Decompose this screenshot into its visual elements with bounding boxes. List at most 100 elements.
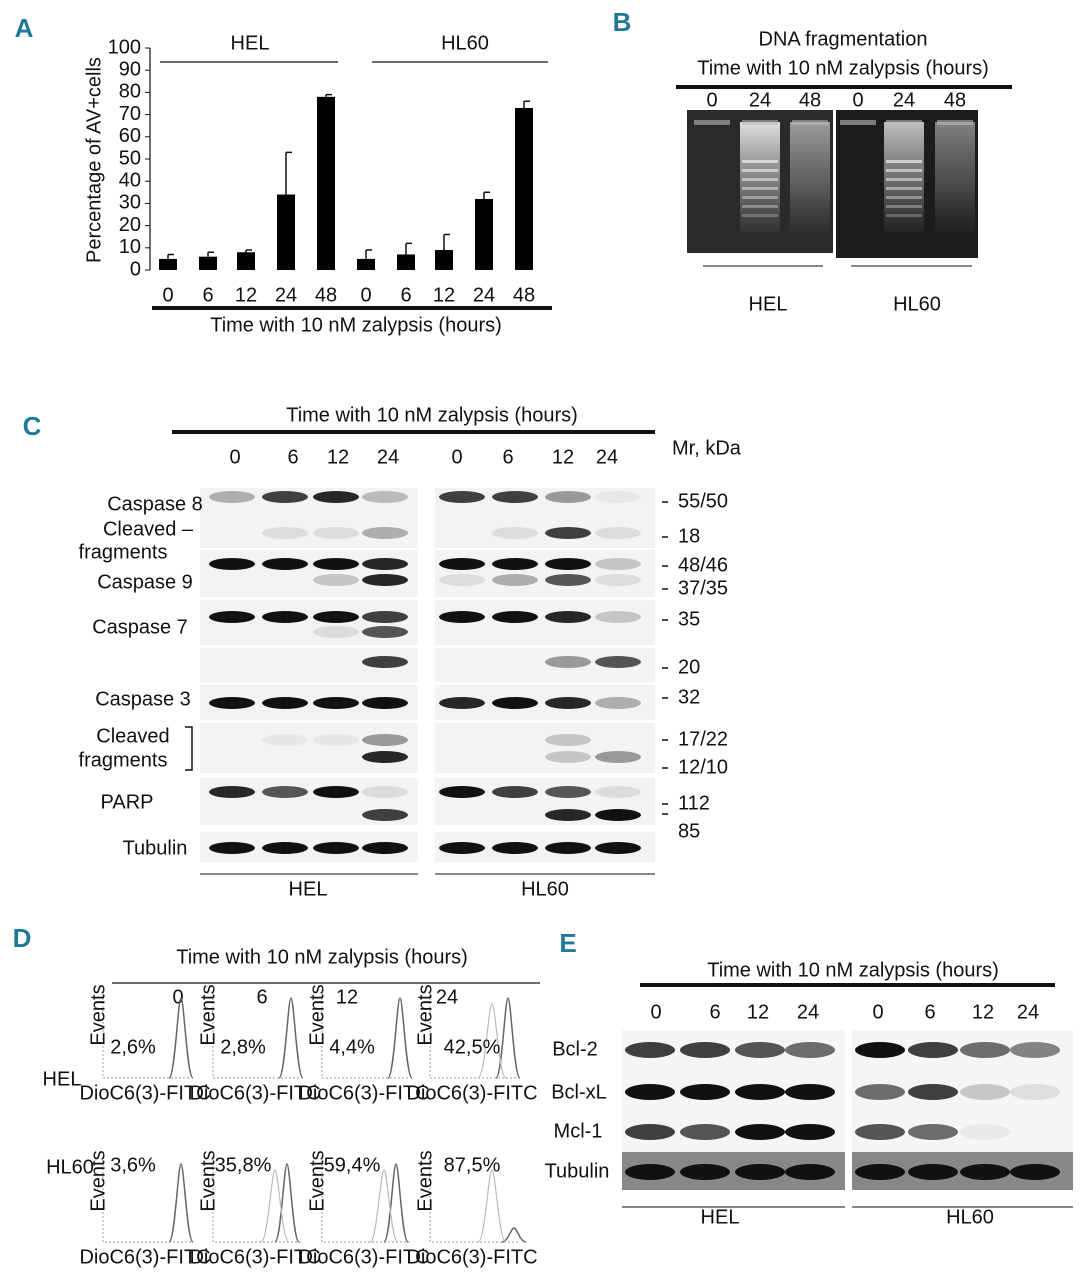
blot (200, 488, 418, 548)
y-tick-label: 40 (119, 169, 141, 191)
band (595, 786, 641, 798)
band (908, 1124, 958, 1140)
y-tick-label: 50 (119, 147, 141, 169)
error-bar (167, 253, 174, 259)
row-label: fragments (79, 541, 168, 563)
band (595, 656, 641, 668)
mw-label: 12/10 (678, 756, 728, 778)
x-tick-label: 48 (315, 284, 337, 306)
band (209, 611, 255, 623)
panel-label: E (559, 928, 576, 958)
y-tick-label: 80 (119, 81, 141, 103)
gel-band (886, 169, 922, 172)
y-tick-label: 90 (119, 58, 141, 80)
axis-label: Events (197, 1150, 219, 1211)
band (492, 842, 538, 854)
y-axis-label: Percentage of AV+cells (83, 57, 105, 263)
bar (357, 258, 375, 270)
band (492, 786, 538, 798)
axis-label: Events (87, 984, 109, 1045)
band (595, 842, 641, 854)
row-label: fragments (79, 749, 168, 771)
band (545, 751, 591, 763)
smear (740, 122, 780, 232)
band (595, 574, 641, 586)
x-tick-label: 24 (275, 284, 297, 306)
histogram (274, 1163, 300, 1243)
x-tick-label: 6 (202, 284, 213, 306)
band (362, 527, 408, 539)
gel-band (742, 160, 778, 163)
gel-band (886, 196, 922, 199)
mw-label: 20 (678, 656, 700, 678)
band (545, 809, 591, 821)
band (492, 491, 538, 503)
axis-label: DioC6(3)-FITC (79, 1246, 210, 1268)
band (439, 786, 485, 798)
cell-line-label: HEL (289, 878, 328, 900)
title: DNA fragmentation (759, 28, 928, 50)
percent: 59,4% (324, 1154, 381, 1176)
group-label: HEL (231, 32, 270, 54)
lane-label: 12 (972, 1001, 994, 1023)
y-tick-label: 60 (119, 125, 141, 147)
histogram (501, 1227, 527, 1243)
band (545, 842, 591, 854)
band (545, 656, 591, 668)
bar (237, 252, 255, 270)
blot (435, 600, 655, 645)
bar (435, 250, 453, 270)
row-label: Tubulin (545, 1160, 610, 1182)
cell-line-label: HEL (749, 293, 788, 315)
bar (515, 107, 533, 270)
error-bar (443, 233, 450, 251)
histogram (387, 997, 413, 1079)
percent: 4,4% (329, 1036, 375, 1058)
error-bar (405, 242, 412, 255)
smear (935, 122, 975, 232)
gel-band (742, 187, 778, 190)
band (785, 1124, 835, 1140)
band (439, 697, 485, 709)
band (362, 626, 408, 638)
band (362, 574, 408, 586)
histogram (260, 1169, 290, 1243)
well (792, 120, 828, 125)
plot-frame (212, 1156, 301, 1243)
plot-frame (429, 1156, 518, 1243)
band (960, 1164, 1010, 1180)
axis-label: DioC6(3)-FITC (406, 1082, 537, 1104)
band (595, 809, 641, 821)
well (742, 120, 778, 125)
panel-label: B (613, 7, 632, 37)
band (625, 1042, 675, 1058)
band (209, 491, 255, 503)
histogram (477, 1169, 507, 1243)
well (694, 120, 730, 125)
bar (317, 96, 335, 270)
band (545, 491, 591, 503)
title: Time with 10 nM zalypsis (hours) (176, 946, 468, 968)
band (262, 611, 308, 623)
error-bar (325, 93, 332, 97)
well (886, 120, 922, 125)
mw-label: 85 (678, 820, 700, 842)
band (1010, 1084, 1060, 1100)
mw-label: 112 (678, 792, 710, 814)
band (362, 751, 408, 763)
histogram (168, 1163, 194, 1243)
plot-frame (102, 1156, 191, 1243)
histogram (369, 1169, 399, 1243)
band (313, 626, 359, 638)
bar (475, 198, 493, 270)
band (492, 697, 538, 709)
lane-label: 6 (502, 446, 513, 468)
band (209, 842, 255, 854)
band (492, 527, 538, 539)
band (785, 1042, 835, 1058)
time-label: 6 (256, 986, 267, 1008)
row-label: Caspase 7 (92, 616, 188, 638)
lane-label: 6 (287, 446, 298, 468)
bar (159, 258, 177, 270)
